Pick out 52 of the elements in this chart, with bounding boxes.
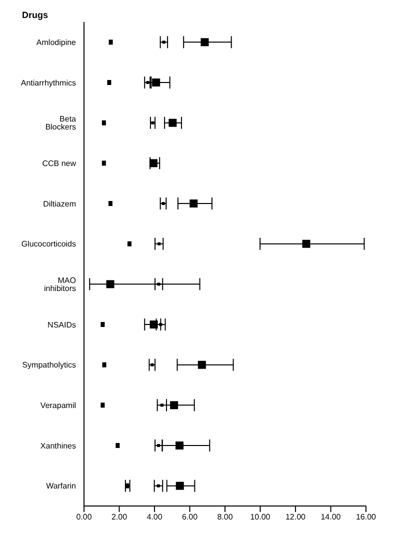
point: [156, 484, 160, 488]
x-tick-label: 6.00: [182, 512, 198, 522]
point: [158, 242, 161, 246]
y-tick-label: CCB new: [42, 159, 76, 168]
point: [198, 360, 206, 369]
point: [152, 78, 160, 86]
point: [190, 200, 198, 208]
y-tick-label: Beta Blockers: [45, 114, 77, 132]
point: [100, 322, 105, 327]
point: [106, 280, 114, 288]
x-tick-label: 2.00: [111, 512, 128, 522]
y-tick-label: Diltiazem: [43, 199, 76, 208]
x-tick-label: 16.00: [356, 512, 377, 522]
y-tick-label: Verapamil: [40, 401, 76, 410]
point: [102, 362, 106, 368]
y-axis-title: Drugs: [22, 10, 48, 20]
point: [150, 320, 158, 328]
point: [146, 81, 150, 84]
point: [170, 401, 178, 410]
point: [108, 40, 113, 45]
point: [159, 323, 162, 326]
y-tick-label: Glucocorticoids: [21, 240, 76, 249]
y-tick-label: Warfarin: [46, 482, 76, 491]
y-tick-label: Xanthines: [40, 441, 76, 450]
x-tick-label: 4.00: [146, 512, 163, 522]
point: [107, 80, 112, 85]
y-tick-label: NSAIDs: [48, 320, 76, 330]
point: [157, 444, 160, 447]
y-tick-label: Amlodipine: [36, 38, 77, 48]
x-tick-label: 8.00: [217, 512, 234, 522]
point: [102, 120, 106, 126]
point: [162, 40, 166, 44]
x-tick-label: 0.00: [76, 512, 92, 522]
point: [176, 482, 184, 490]
point: [176, 442, 184, 450]
point: [302, 240, 310, 248]
point: [100, 402, 105, 408]
x-tick-label: 10.00: [250, 512, 271, 522]
y-tick-label: MAO inhibitors: [44, 276, 76, 294]
point: [157, 282, 160, 286]
point: [168, 118, 177, 127]
point: [108, 201, 112, 206]
point: [116, 443, 120, 448]
point: [127, 241, 132, 246]
x-tick-label: 12.00: [285, 512, 306, 522]
y-tick-label: Sympatholytics: [22, 360, 76, 370]
x-tick-label: 14.00: [320, 512, 342, 522]
point: [200, 38, 209, 46]
y-tick-label: Antiarrhythmics: [20, 78, 76, 88]
point: [160, 404, 164, 407]
point: [102, 160, 106, 166]
point: [149, 159, 158, 168]
